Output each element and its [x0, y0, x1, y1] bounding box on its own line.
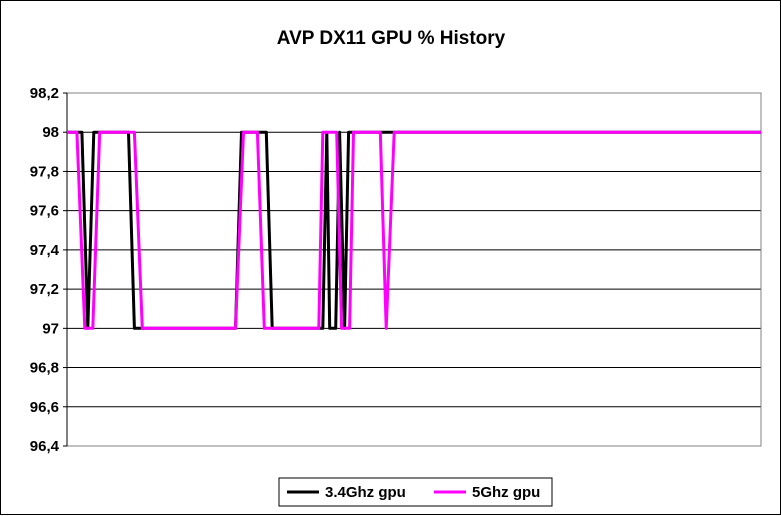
y-tick-label: 98,2 — [30, 85, 59, 102]
y-axis: 98,2 98 97,8 97,6 97,4 97,2 97 96,8 96,6 96,4 — [30, 85, 68, 455]
y-tick-label: 96,6 — [30, 399, 59, 416]
y-tick-label: 97,4 — [30, 242, 60, 259]
plot-area — [66, 92, 762, 447]
y-tick-label: 96,8 — [30, 360, 59, 377]
y-tick-label: 96,4 — [30, 438, 60, 455]
y-tick-label: 97,2 — [30, 281, 59, 298]
y-tick-label: 98 — [42, 124, 59, 141]
y-tick-label: 97,8 — [30, 163, 59, 180]
grid-layer — [67, 92, 761, 447]
chart-title: AVP DX11 GPU % History — [277, 28, 506, 49]
legend: 3.4Ghz gpu 5Ghz gpu — [278, 477, 553, 507]
legend-label-3-4ghz: 3.4Ghz gpu — [325, 484, 406, 501]
series-layer — [67, 130, 761, 330]
legend-label-5ghz: 5Ghz gpu — [472, 484, 540, 501]
series-line-3-4ghz — [67, 130, 761, 330]
series-line-5ghz — [67, 130, 761, 330]
legend-box — [278, 477, 553, 507]
y-tick-label: 97 — [42, 320, 59, 337]
y-tick-label: 97,6 — [30, 203, 59, 220]
